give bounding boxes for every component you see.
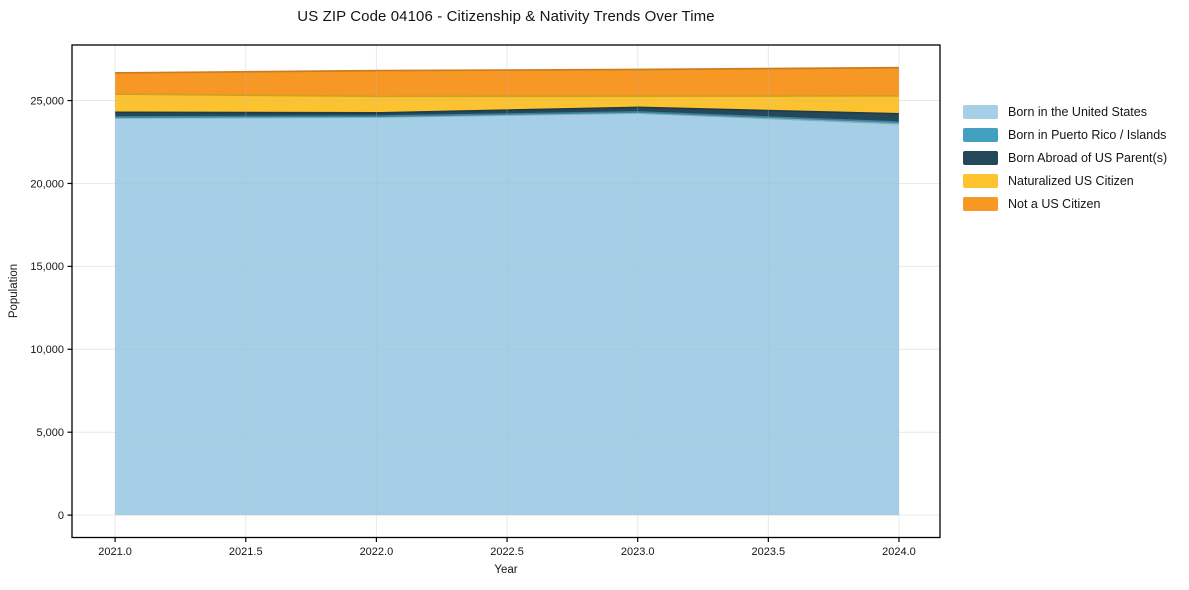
x-tick-label: 2021.0 [98, 546, 132, 558]
x-tick-label: 2021.5 [229, 546, 263, 558]
legend-swatch-icon [963, 197, 998, 211]
area-edge-0 [115, 112, 900, 125]
area-series-4 [115, 67, 900, 97]
y-tick-label: 0 [58, 510, 64, 522]
legend-label: Born in the United States [1008, 105, 1147, 119]
legend-swatch-icon [963, 174, 998, 188]
y-axis-label: Population [8, 263, 20, 319]
legend-swatch-icon [963, 151, 998, 165]
legend-swatch-icon [963, 105, 998, 119]
x-tick-label: 2023.5 [752, 546, 786, 558]
area-series-0 [115, 113, 900, 516]
legend-item-3: Naturalized US Citizen [963, 174, 1167, 188]
y-tick-label: 10,000 [30, 344, 64, 356]
legend-item-0: Born in the United States [963, 105, 1167, 119]
legend: Born in the United States Born in Puerto … [963, 105, 1167, 211]
area-series-2 [115, 107, 900, 123]
x-axis-label: Year [494, 564, 518, 576]
y-tick-label: 20,000 [30, 178, 64, 190]
x-tick-label: 2022.0 [360, 546, 394, 558]
y-tick-label: 25,000 [30, 95, 64, 107]
y-tick-label: 15,000 [30, 261, 64, 273]
x-tick-label: 2022.5 [490, 546, 524, 558]
chart-title: US ZIP Code 04106 - Citizenship & Nativi… [297, 8, 715, 25]
area-edge-2 [115, 106, 900, 115]
legend-label: Not a US Citizen [1008, 197, 1101, 211]
area-edge-4 [115, 66, 900, 74]
legend-label: Naturalized US Citizen [1008, 174, 1134, 188]
area-edge-3 [115, 93, 900, 98]
legend-swatch-icon [963, 128, 998, 142]
y-tick-label: 5,000 [36, 427, 64, 439]
legend-item-1: Born in Puerto Rico / Islands [963, 128, 1167, 142]
x-tick-label: 2023.0 [621, 546, 655, 558]
legend-label: Born Abroad of US Parent(s) [1008, 151, 1168, 165]
legend-item-2: Born Abroad of US Parent(s) [963, 151, 1167, 165]
legend-label: Born in Puerto Rico / Islands [1008, 128, 1167, 142]
legend-item-4: Not a US Citizen [963, 197, 1167, 211]
area-edge-1 [115, 111, 900, 123]
x-tick-label: 2024.0 [882, 546, 916, 558]
plot-border [71, 44, 941, 539]
